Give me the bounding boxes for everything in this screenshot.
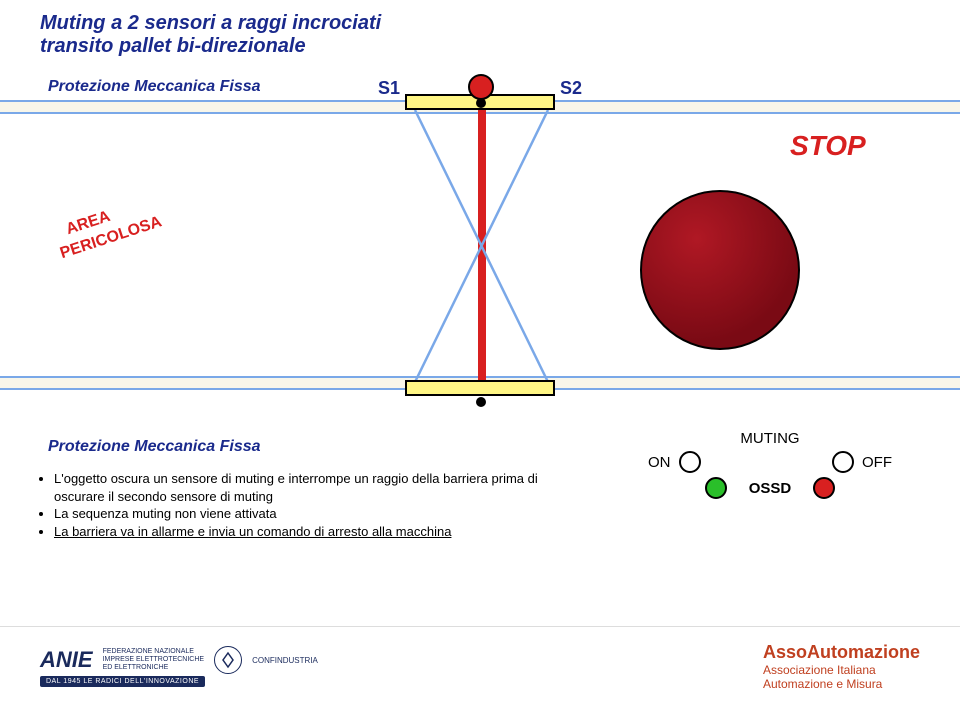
footer-asso-sub2: Automazione e Misura — [763, 677, 920, 691]
footer-asso-main: AssoAutomazione — [763, 642, 920, 663]
led-ossd-left — [705, 477, 727, 499]
label-s2: S2 — [560, 78, 582, 99]
footer-anie-sub: FEDERAZIONE NAZIONALE IMPRESE ELETTROTEC… — [103, 648, 205, 671]
label-stop: STOP — [790, 130, 866, 162]
led-off-label: OFF — [854, 454, 900, 471]
footer-confindustria: CONFINDUSTRIA — [252, 656, 318, 665]
footer-sub1: FEDERAZIONE NAZIONALE — [103, 648, 205, 656]
led-ossd-label: OSSD — [741, 480, 800, 497]
label-s1: S1 — [378, 78, 400, 99]
confindustria-icon — [219, 651, 237, 669]
led-row-ossd: OSSD — [640, 477, 900, 499]
label-protezione-top: Protezione Meccanica Fissa — [48, 78, 261, 96]
led-off — [832, 451, 854, 473]
label-protezione-bottom: Protezione Meccanica Fissa — [48, 438, 261, 456]
sensor-platform-bottom — [405, 380, 555, 396]
led-on — [679, 451, 701, 473]
status-title: MUTING — [640, 430, 900, 447]
footer-badge: DAL 1945 LE RADICI DELL'INNOVAZIONE — [40, 676, 205, 687]
sensor-s1-indicator — [468, 74, 494, 100]
footer-asso-sub1: Associazione Italiana — [763, 663, 920, 677]
footer-left: ANIE FEDERAZIONE NAZIONALE IMPRESE ELETT… — [40, 646, 318, 687]
sensor-bottom-dot — [476, 397, 486, 407]
led-row-muting: ON OFF — [640, 451, 900, 473]
note-item: L'oggetto oscura un sensore di muting e … — [54, 470, 540, 505]
pallet-object — [640, 190, 800, 350]
note-item: La sequenza muting non viene attivata — [54, 505, 540, 523]
led-ossd-right — [813, 477, 835, 499]
led-on-label: ON — [640, 454, 679, 471]
footer: ANIE FEDERAZIONE NAZIONALE IMPRESE ELETT… — [0, 626, 960, 706]
footer-sub3: ED ELETTRONICHE — [103, 664, 205, 672]
footer-right: AssoAutomazione Associazione Italiana Au… — [763, 642, 920, 691]
sensor-top-dot — [476, 98, 486, 108]
footer-anie: ANIE — [40, 647, 93, 673]
notes-list: L'oggetto oscura un sensore di muting e … — [40, 470, 540, 540]
status-block: MUTING ON OFF OSSD — [640, 430, 900, 503]
footer-sub2: IMPRESE ELETTROTECNICHE — [103, 656, 205, 664]
note-item: La barriera va in allarme e invia un com… — [54, 523, 540, 541]
muting-beams — [0, 0, 960, 420]
